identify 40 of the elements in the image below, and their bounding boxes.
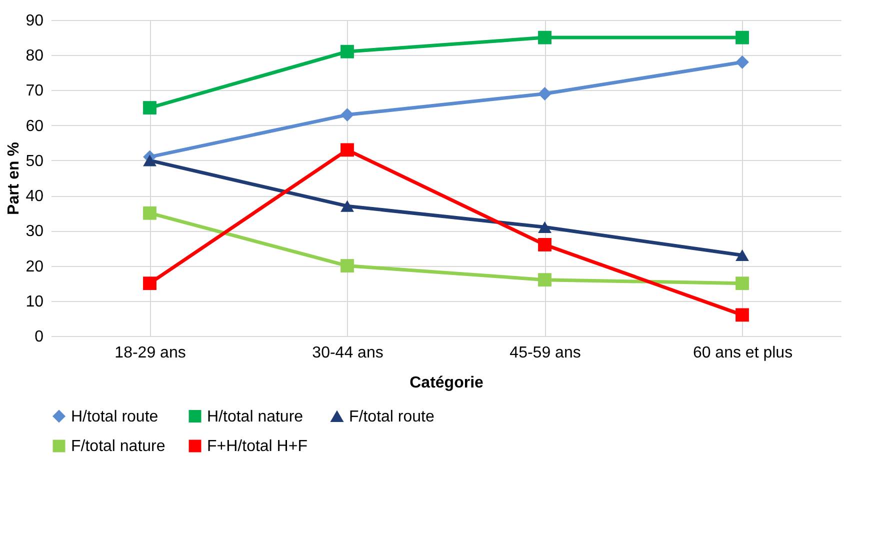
y-tick-label: 50 xyxy=(26,152,44,170)
point xyxy=(340,200,354,212)
legend-label: F/total route xyxy=(349,408,434,426)
point xyxy=(538,30,552,44)
point xyxy=(736,249,749,262)
point xyxy=(143,276,156,290)
point xyxy=(538,87,552,100)
y-axis-title: Part en % xyxy=(6,142,23,215)
legend-label: H/total nature xyxy=(207,408,304,426)
point xyxy=(143,206,156,220)
y-tick-label: 60 xyxy=(26,118,44,135)
point xyxy=(340,143,354,157)
x-axis-title: Catégorie xyxy=(410,374,484,392)
point xyxy=(736,276,749,290)
point xyxy=(736,308,749,322)
legend-label: F+H/total H+F xyxy=(207,438,308,455)
point xyxy=(340,259,354,272)
x-tick-label: 30-44 ans xyxy=(312,344,384,362)
y-tick-label: 40 xyxy=(26,188,44,206)
y-tick-label: 90 xyxy=(26,12,44,30)
legend-label: F/total nature xyxy=(71,438,166,455)
legend-label: H/total route xyxy=(71,408,158,426)
point xyxy=(538,221,552,233)
point xyxy=(736,55,749,69)
y-tick-label: 10 xyxy=(26,293,44,310)
point xyxy=(340,108,354,122)
y-tick-label: 70 xyxy=(26,82,44,100)
point xyxy=(340,44,354,58)
x-tick-label: 18-29 ans xyxy=(114,344,186,362)
x-tick-label: 45-59 ans xyxy=(510,344,581,362)
y-tick-label: 80 xyxy=(26,48,44,65)
y-tick-label: 20 xyxy=(26,258,44,276)
y-tick-label: 30 xyxy=(26,223,44,240)
point xyxy=(143,101,156,114)
point xyxy=(736,30,749,44)
point xyxy=(538,273,552,287)
y-tick-label: 0 xyxy=(34,328,44,346)
x-tick-label: 60 ans et plus xyxy=(692,344,793,362)
point xyxy=(538,238,552,252)
point xyxy=(143,154,156,166)
